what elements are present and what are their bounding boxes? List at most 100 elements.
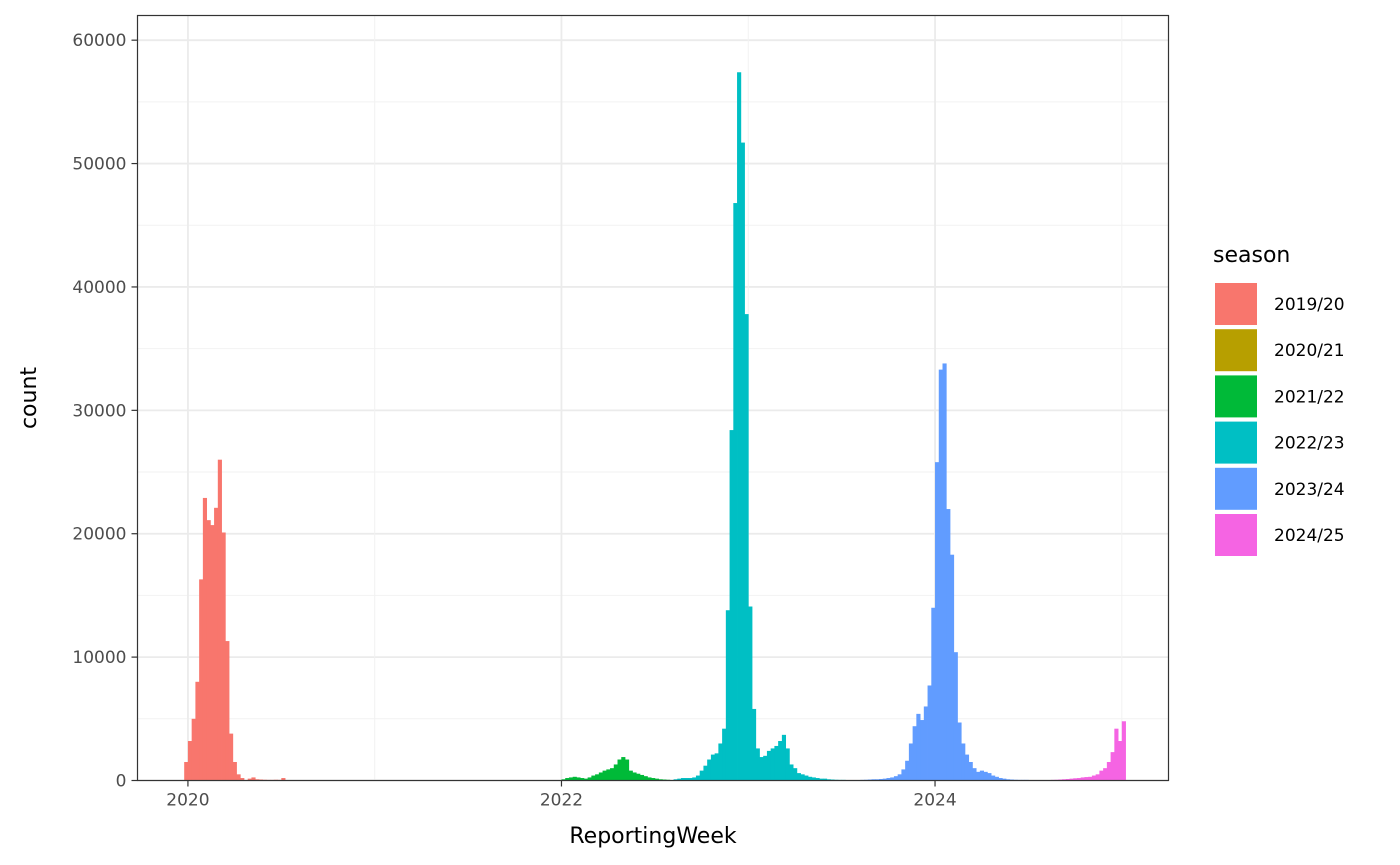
- histogram-bar: [987, 773, 992, 781]
- histogram-bar: [961, 743, 966, 781]
- histogram-bar: [707, 759, 712, 781]
- histogram-bar: [225, 641, 230, 781]
- histogram-bar: [240, 778, 245, 781]
- histogram-bar: [931, 607, 936, 781]
- histogram-bar: [714, 753, 719, 781]
- histogram-bar: [587, 777, 592, 781]
- histogram-bar: [879, 779, 884, 781]
- histogram-bar: [976, 771, 981, 781]
- histogram-bar: [576, 777, 581, 781]
- histogram-bar: [994, 776, 999, 781]
- histogram-bar: [1080, 777, 1085, 781]
- y-tick-label: 30000: [72, 401, 126, 421]
- histogram-bar: [187, 741, 193, 781]
- y-tick-label: 20000: [72, 525, 126, 545]
- histogram-bar: [699, 770, 704, 781]
- histogram-bar: [692, 777, 697, 781]
- histogram-bar: [681, 778, 686, 781]
- histogram-bar: [565, 778, 570, 781]
- histogram-bar: [281, 778, 286, 781]
- histogram-bar: [942, 363, 947, 781]
- histogram-bar: [882, 778, 887, 781]
- histogram-bar: [1088, 776, 1093, 781]
- x-tick-label: 2024: [913, 791, 956, 811]
- histogram-bar: [1110, 752, 1115, 781]
- histogram-bar: [793, 768, 798, 781]
- x-tick-label: 2020: [166, 791, 209, 811]
- histogram-bar: [935, 462, 940, 781]
- legend-key: [1215, 329, 1257, 372]
- histogram-bar: [733, 203, 738, 781]
- histogram-bar: [572, 776, 577, 781]
- histogram-bar: [755, 748, 760, 781]
- histogram-bar: [905, 760, 910, 781]
- histogram-bar: [875, 779, 880, 781]
- histogram-bar: [1099, 770, 1104, 781]
- histogram-bar: [568, 777, 574, 781]
- histogram-bar: [815, 778, 820, 781]
- histogram-bar: [610, 768, 615, 781]
- x-axis: 2020 2022 2024: [166, 780, 957, 811]
- histogram-bar: [247, 778, 252, 781]
- histogram-bar: [774, 745, 779, 781]
- histogram-bar: [217, 459, 222, 781]
- histogram-bar: [1114, 728, 1119, 781]
- histogram-bar: [184, 761, 189, 781]
- histogram-bar: [957, 722, 962, 781]
- histogram-bar: [751, 708, 757, 781]
- histogram-bar: [688, 778, 693, 781]
- histogram-bar: [1118, 741, 1123, 781]
- histogram-bar: [1065, 779, 1070, 781]
- histogram-bar: [1002, 778, 1007, 781]
- histogram-bar: [964, 754, 970, 781]
- histogram-bar: [583, 778, 589, 781]
- histogram-bar: [1076, 778, 1082, 781]
- histogram-bar: [796, 773, 801, 781]
- histogram-bar: [191, 718, 196, 781]
- histogram-bar: [737, 72, 742, 781]
- histogram-bar: [673, 779, 678, 781]
- histogram-bar: [229, 733, 234, 781]
- histogram-bar: [684, 778, 689, 781]
- histogram-bar: [781, 734, 787, 781]
- histogram-bar: [1106, 761, 1111, 781]
- histogram-bar: [677, 778, 682, 781]
- histogram-bar: [1084, 777, 1089, 781]
- histogram-bar: [1121, 721, 1126, 781]
- histogram-bar: [800, 774, 805, 781]
- histogram-bar: [595, 774, 600, 781]
- histogram-bar: [602, 770, 607, 781]
- legend-key: [1215, 467, 1257, 510]
- plot-panel-border: [136, 14, 1170, 782]
- legend-label: 2022/23: [1274, 434, 1345, 454]
- histogram-bar: [718, 743, 723, 781]
- histogram-bar: [920, 720, 925, 781]
- histogram-bar: [908, 743, 914, 781]
- histogram-bar: [804, 775, 809, 781]
- legend-key: [1215, 283, 1257, 325]
- histogram-bar: [598, 772, 603, 781]
- histogram-bar: [1006, 779, 1011, 781]
- histogram-bar: [647, 777, 652, 781]
- histogram-bar: [916, 713, 921, 781]
- histogram-bar: [202, 497, 208, 781]
- legend: season 2019/20 2020/21 2021/22 2022/23 2023/…: [1213, 243, 1345, 556]
- bars-layer: [184, 72, 1126, 781]
- histogram-bar: [1069, 778, 1074, 781]
- histogram-bar: [624, 759, 630, 781]
- histogram-bar: [561, 779, 566, 781]
- histogram-bar: [740, 142, 745, 781]
- legend-title: season: [1213, 243, 1290, 268]
- histogram-bar: [744, 314, 749, 781]
- histogram-bar: [953, 652, 958, 781]
- y-axis: 0 10000 20000 30000 40000 50000 60000: [72, 31, 138, 792]
- histogram-bar: [251, 777, 256, 781]
- histogram-bar: [968, 761, 973, 781]
- histogram-bar: [199, 579, 204, 781]
- histogram-bar: [236, 774, 241, 781]
- histogram-bar: [923, 706, 928, 781]
- legend-key: [1215, 421, 1257, 464]
- histogram-bar: [210, 525, 215, 781]
